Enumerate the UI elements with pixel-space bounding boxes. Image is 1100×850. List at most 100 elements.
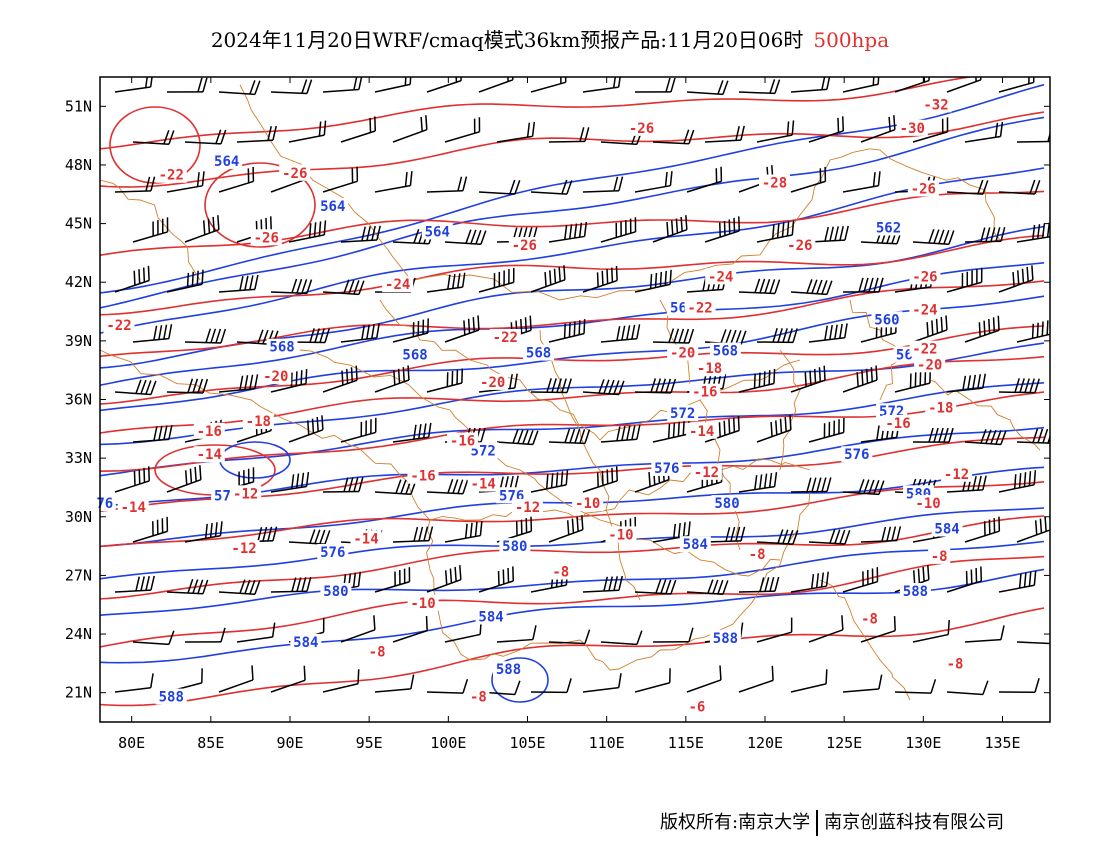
border-line [379, 299, 801, 441]
wind-barb [426, 368, 463, 393]
contour-label-bg [944, 655, 966, 672]
wind-barb [808, 417, 845, 443]
border-line [239, 84, 1001, 301]
contour-label: 588 [903, 584, 928, 600]
y-tick-label: 42N [65, 273, 92, 291]
wind-barb [322, 166, 359, 193]
contour-label: -14 [689, 424, 714, 440]
contour-label-bg [467, 688, 490, 705]
contour-label-bg [155, 688, 187, 705]
wind-barb [496, 121, 536, 143]
height-contour [100, 507, 1045, 580]
wind-barb [738, 472, 778, 493]
wind-barb [756, 529, 799, 545]
wind-barb [392, 422, 432, 443]
wind-barb [114, 673, 154, 693]
temperature-contour-loop [204, 162, 316, 248]
contour-label: -12 [233, 486, 258, 502]
border-line [100, 349, 811, 671]
contour-label-bg [117, 499, 149, 515]
y-tick-label: 33N [65, 449, 92, 467]
wind-barb [652, 328, 695, 344]
wind-barb [322, 365, 358, 393]
wind-barb [322, 477, 364, 493]
wind-barb [808, 116, 845, 143]
contour-label: 584 [293, 635, 318, 651]
contour-label: 564 [425, 224, 450, 240]
contour-label-bg [493, 661, 524, 678]
contour-label-bg [694, 360, 726, 377]
contour-label: -6 [688, 699, 705, 715]
y-tick-label: 39N [65, 332, 92, 350]
contour-label: -12 [231, 541, 256, 557]
wind-barb [1016, 515, 1050, 543]
footer-separator [816, 810, 819, 836]
height-contour-loop [491, 657, 549, 703]
wind-barb [132, 630, 175, 646]
contour-label-bg [407, 467, 439, 484]
wind-barb [790, 365, 826, 393]
contour-label: 568 [269, 340, 294, 356]
title-level: 500hpa [813, 28, 890, 52]
wind-barb [808, 323, 848, 343]
wind-barb [236, 622, 276, 643]
wind-barb [184, 328, 227, 344]
wind-barb [634, 171, 673, 193]
contour-label-bg [242, 413, 274, 429]
contour-label-bg [523, 344, 555, 361]
wind-barb [114, 77, 154, 93]
contour-label: 560 [874, 312, 899, 328]
wind-barb [270, 577, 312, 593]
border-line [929, 379, 1041, 451]
wind-barb [1016, 641, 1050, 645]
wind-barb [946, 680, 989, 696]
x-tick-label: 85E [197, 734, 224, 752]
wind-barb [270, 278, 313, 295]
contour-label: -8 [470, 690, 487, 706]
wind-barb [132, 516, 169, 543]
wind-barb [964, 227, 1006, 243]
contour-label-bg [155, 166, 187, 183]
border-line [849, 299, 901, 401]
contour-label-bg [684, 299, 716, 316]
wind-barb [860, 526, 902, 543]
wind-barb [946, 475, 987, 493]
wind-barb [704, 526, 746, 543]
contour-label: -16 [410, 469, 435, 485]
wind-barb [894, 679, 937, 694]
contour-label-bg [382, 276, 414, 293]
contour-label-bg [193, 446, 225, 463]
contour-label-bg [931, 520, 963, 537]
contour-label: 580 [714, 496, 739, 512]
wind-barb [114, 466, 151, 493]
contour-label: 568 [526, 346, 551, 362]
contour-label: -10 [915, 496, 940, 512]
wind-barb [634, 579, 677, 595]
contour-label-bg [746, 545, 769, 562]
wind-barb [374, 77, 412, 93]
contour-label: -22 [106, 318, 131, 334]
contour-label-bg [709, 342, 741, 359]
contour-label: -22 [912, 342, 937, 358]
wind-barb [548, 127, 590, 143]
contour-label-bg [873, 219, 904, 236]
contour-label: -12 [944, 467, 969, 483]
height-contour [100, 382, 1045, 477]
contour-label: -18 [697, 361, 722, 377]
wind-barb [114, 176, 156, 193]
contour-label-bg [549, 563, 572, 580]
contour-label: 584 [934, 522, 959, 538]
wind-barb [478, 179, 521, 195]
wind-barb [340, 225, 381, 243]
height-contour [100, 540, 1045, 617]
y-tick-label: 24N [65, 625, 92, 643]
wind-barb [582, 575, 624, 593]
wind-barb [946, 566, 983, 593]
contour-label-bg [941, 465, 973, 482]
wind-barb [634, 378, 677, 394]
contour-label-bg [230, 485, 262, 502]
contour-label-bg [279, 164, 311, 181]
contour-label: 584 [683, 537, 708, 553]
y-tick-label: 48N [65, 156, 92, 174]
